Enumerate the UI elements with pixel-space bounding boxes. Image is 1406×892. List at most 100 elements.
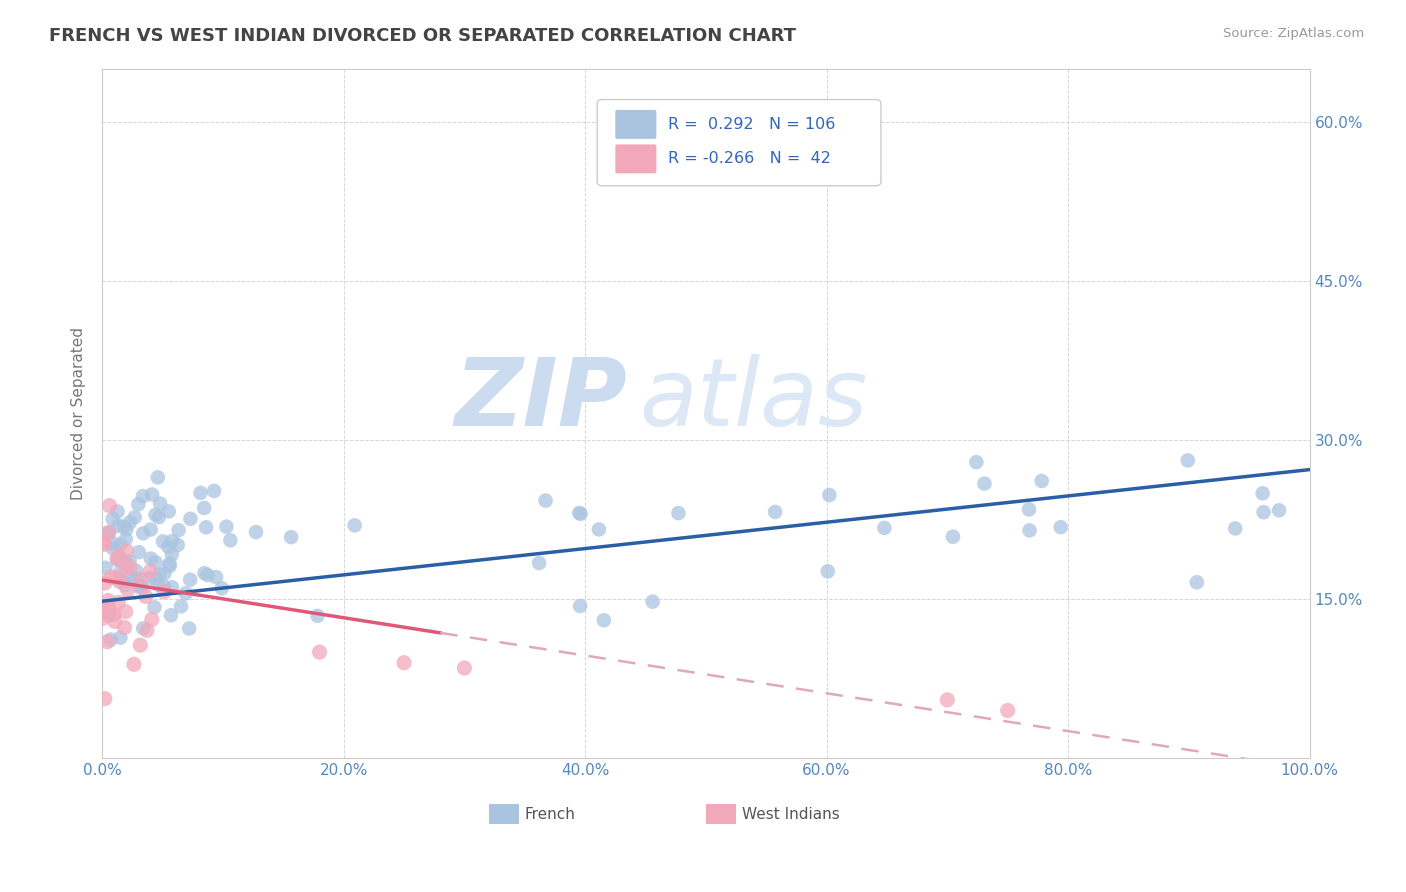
Point — [148, 567, 170, 582]
Point — [93, 605, 115, 619]
Point — [145, 555, 167, 569]
Point — [91, 611, 114, 625]
Point — [120, 572, 142, 586]
Point — [152, 534, 174, 549]
Point — [157, 504, 180, 518]
Point — [118, 559, 141, 574]
Point — [170, 599, 193, 614]
Point — [215, 519, 238, 533]
Point — [641, 594, 664, 608]
Point — [114, 555, 136, 569]
Point — [146, 470, 169, 484]
Point — [308, 645, 330, 659]
Point — [110, 552, 132, 566]
Point — [160, 608, 183, 623]
Point — [942, 530, 965, 544]
Point — [94, 561, 117, 575]
Point — [129, 638, 152, 652]
Text: atlas: atlas — [640, 354, 868, 445]
Point — [190, 486, 212, 500]
Point — [107, 595, 129, 609]
Point — [104, 615, 127, 629]
Point — [132, 621, 155, 635]
Point — [153, 580, 176, 594]
Point — [392, 656, 415, 670]
Point — [107, 518, 129, 533]
Point — [1031, 474, 1053, 488]
Text: R =  0.292   N = 106: R = 0.292 N = 106 — [668, 117, 835, 132]
Text: R = -0.266   N =  42: R = -0.266 N = 42 — [668, 152, 831, 167]
Point — [149, 497, 172, 511]
FancyBboxPatch shape — [616, 145, 657, 173]
Point — [98, 525, 121, 540]
Point — [166, 538, 188, 552]
Point — [101, 512, 124, 526]
Point — [139, 564, 162, 578]
Point — [131, 573, 153, 587]
Point — [114, 621, 136, 635]
Point — [1268, 503, 1291, 517]
Point — [145, 508, 167, 522]
Point — [818, 488, 841, 502]
Point — [141, 612, 163, 626]
Point — [211, 582, 233, 596]
Point — [100, 570, 122, 584]
Point — [1251, 486, 1274, 500]
Point — [1185, 575, 1208, 590]
Point — [1018, 502, 1040, 516]
Point — [148, 510, 170, 524]
Point — [160, 580, 183, 594]
Point — [177, 622, 200, 636]
Point — [143, 600, 166, 615]
Point — [112, 519, 135, 533]
Point — [108, 549, 131, 564]
Point — [453, 661, 475, 675]
Point — [114, 532, 136, 546]
Y-axis label: Divorced or Separated: Divorced or Separated — [72, 326, 86, 500]
Point — [118, 516, 141, 530]
Point — [936, 693, 959, 707]
Point — [1253, 505, 1275, 519]
Point — [1225, 521, 1247, 535]
Point — [117, 583, 139, 598]
Point — [135, 590, 157, 604]
Point — [1018, 524, 1040, 538]
Point — [131, 581, 153, 595]
Point — [124, 510, 146, 524]
Point — [128, 578, 150, 592]
Point — [159, 559, 181, 574]
Text: FRENCH VS WEST INDIAN DIVORCED OR SEPARATED CORRELATION CHART: FRENCH VS WEST INDIAN DIVORCED OR SEPARA… — [49, 27, 796, 45]
Point — [997, 704, 1019, 718]
Point — [205, 570, 228, 584]
Point — [132, 489, 155, 503]
Point — [873, 521, 896, 535]
Point — [118, 554, 141, 568]
Point — [128, 545, 150, 559]
Text: French: French — [524, 807, 575, 822]
Point — [91, 535, 114, 549]
Point — [103, 536, 125, 550]
Point — [93, 537, 115, 551]
Point — [139, 523, 162, 537]
Point — [105, 553, 128, 567]
Point — [105, 551, 128, 566]
Point — [139, 551, 162, 566]
Point — [146, 577, 169, 591]
Point — [96, 634, 118, 648]
Point — [343, 518, 366, 533]
Text: Source: ZipAtlas.com: Source: ZipAtlas.com — [1223, 27, 1364, 40]
Text: ZIP: ZIP — [454, 353, 627, 446]
Point — [97, 593, 120, 607]
Point — [1177, 453, 1199, 467]
Point — [107, 504, 129, 518]
Point — [534, 493, 557, 508]
Point — [159, 557, 181, 571]
Point — [114, 562, 136, 576]
Point — [100, 632, 122, 647]
Point — [138, 571, 160, 585]
Point — [96, 526, 118, 541]
Point — [157, 540, 180, 554]
Bar — [706, 805, 737, 823]
Point — [179, 573, 201, 587]
Point — [202, 483, 225, 498]
